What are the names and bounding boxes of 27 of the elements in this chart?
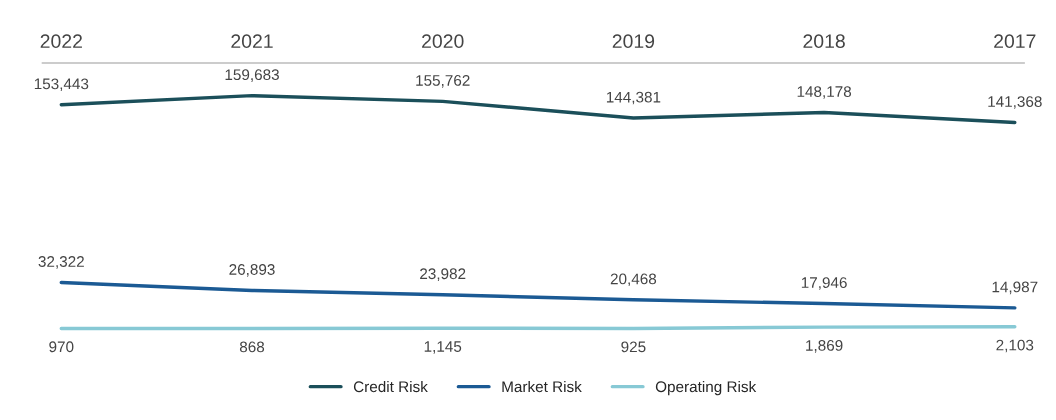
data-label: 2,103 xyxy=(996,339,1034,353)
data-label: 20,468 xyxy=(610,273,657,287)
data-label: 148,178 xyxy=(797,86,852,99)
data-label: 925 xyxy=(621,341,646,353)
data-label: 159,683 xyxy=(225,69,279,82)
x-tick-label: 2022 xyxy=(40,34,82,49)
data-label: 17,946 xyxy=(801,277,847,290)
data-label: 26,893 xyxy=(229,264,275,277)
data-label: 32,322 xyxy=(38,256,84,269)
x-tick-label: 2019 xyxy=(612,34,655,49)
x-tick-label: 2020 xyxy=(422,34,464,49)
data-label: 868 xyxy=(239,341,265,353)
data-label: 970 xyxy=(49,341,74,353)
data-label: 155,762 xyxy=(416,75,470,88)
legend-label: Credit Risk xyxy=(353,380,428,393)
data-label: 153,443 xyxy=(34,78,89,92)
legend-label: Operating Risk xyxy=(655,380,757,396)
x-tick-label: 2018 xyxy=(803,34,845,49)
data-label: 23,982 xyxy=(420,268,466,281)
legend-label: Market Risk xyxy=(502,380,582,393)
data-label: 144,381 xyxy=(606,91,661,105)
x-tick-label: 2021 xyxy=(231,34,273,49)
data-label: 1,145 xyxy=(424,341,462,354)
data-label: 14,987 xyxy=(992,281,1038,295)
data-label: 141,368 xyxy=(988,96,1042,109)
data-label: 1,869 xyxy=(806,340,843,353)
x-tick-label: 2017 xyxy=(994,34,1036,49)
